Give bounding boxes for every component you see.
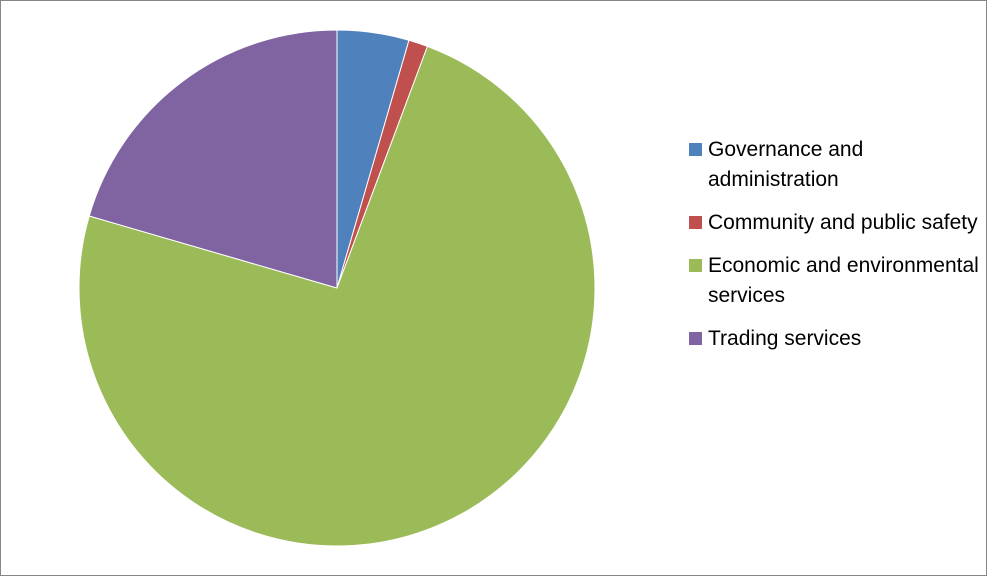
legend-swatch-governance — [689, 143, 702, 156]
pie-slice-trading-services — [88, 29, 338, 289]
pie-slices — [78, 29, 596, 547]
pie-slice-economic-and-environmental-services — [78, 45, 596, 547]
legend-swatch-economic — [689, 259, 702, 272]
legend-swatch-community — [689, 216, 702, 229]
legend: Governance and administration Community … — [689, 135, 979, 367]
legend-item-governance: Governance and administration — [689, 135, 979, 195]
legend-item-trading: Trading services — [689, 324, 979, 354]
legend-label-economic: Economic and environmental services — [708, 254, 979, 307]
legend-label-governance: Governance and administration — [708, 138, 864, 191]
legend-item-economic: Economic and environmental services — [689, 251, 979, 311]
legend-item-community: Community and public safety — [689, 208, 979, 238]
legend-swatch-trading — [689, 332, 702, 345]
legend-label-trading: Trading services — [708, 327, 862, 350]
legend-label-community: Community and public safety — [708, 211, 978, 234]
